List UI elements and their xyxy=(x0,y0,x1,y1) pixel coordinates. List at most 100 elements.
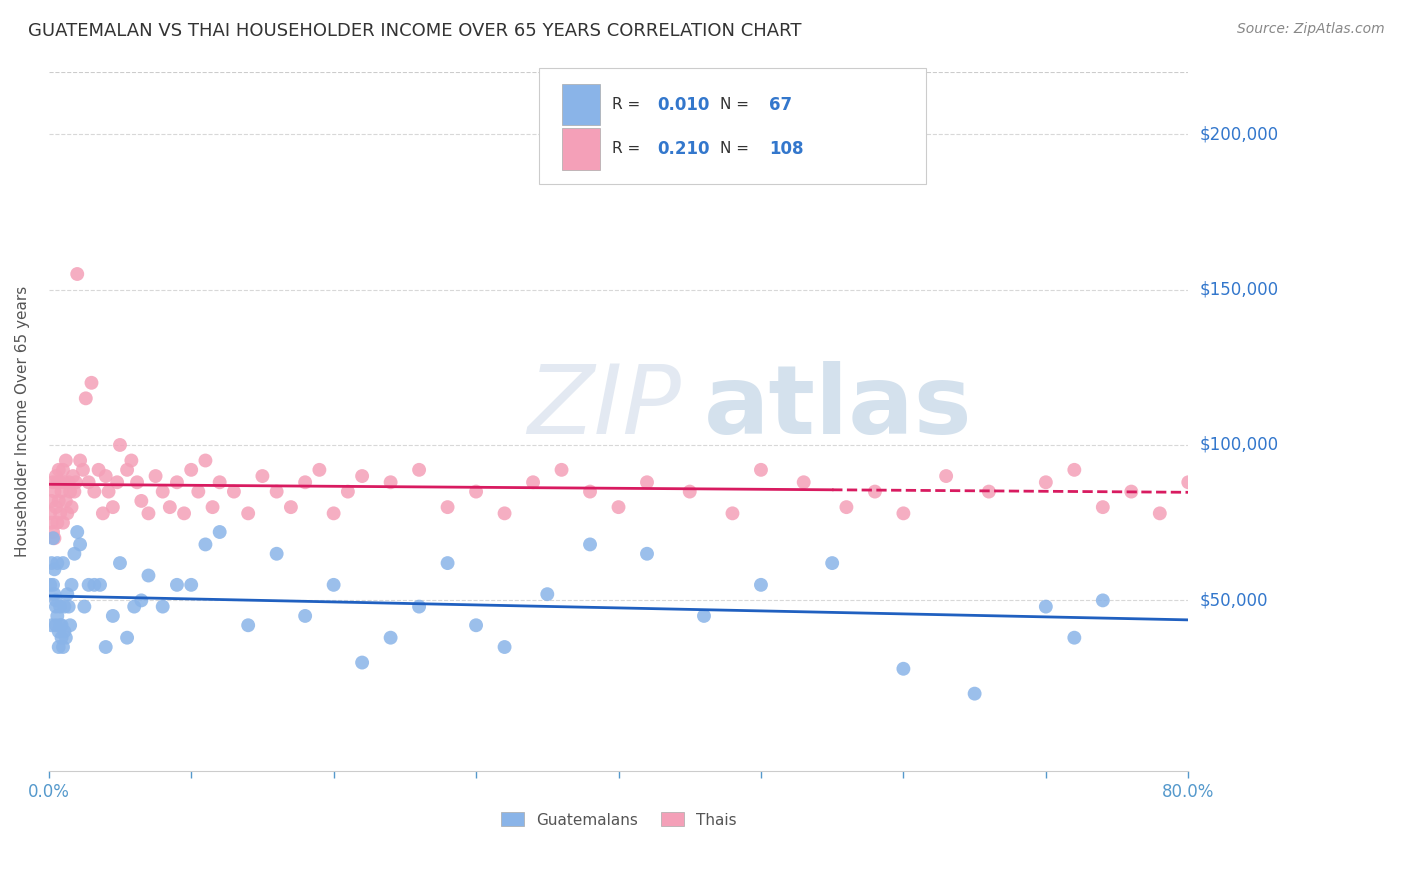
Point xyxy=(465,484,488,499)
Point xyxy=(436,500,458,515)
Point xyxy=(45,593,67,607)
Legend: Guatemalans, Thais: Guatemalans, Thais xyxy=(495,806,742,834)
Point xyxy=(72,463,94,477)
Text: N =: N = xyxy=(720,97,754,112)
Point xyxy=(94,469,117,483)
Point xyxy=(49,507,72,521)
Point xyxy=(194,453,217,467)
Point xyxy=(201,500,224,515)
Point xyxy=(1348,484,1371,499)
Point xyxy=(1305,507,1327,521)
Point xyxy=(266,547,288,561)
Point xyxy=(65,475,87,490)
Point xyxy=(208,475,231,490)
Point xyxy=(41,556,63,570)
Text: 0.010: 0.010 xyxy=(657,95,710,114)
Point xyxy=(963,687,986,701)
Point xyxy=(636,547,658,561)
Point xyxy=(52,556,75,570)
Point xyxy=(53,624,76,639)
Point xyxy=(494,640,516,654)
Point xyxy=(1319,475,1341,490)
Point xyxy=(222,484,245,499)
Point xyxy=(180,578,202,592)
Point xyxy=(1091,593,1114,607)
Text: $100,000: $100,000 xyxy=(1199,436,1278,454)
Point xyxy=(115,463,138,477)
Point xyxy=(48,463,70,477)
Point xyxy=(58,599,80,614)
Point xyxy=(1121,484,1143,499)
Point xyxy=(721,507,744,521)
Point xyxy=(49,599,72,614)
FancyBboxPatch shape xyxy=(538,69,927,184)
Point xyxy=(63,547,86,561)
Point xyxy=(1362,507,1385,521)
Point xyxy=(42,578,65,592)
Point xyxy=(1149,507,1171,521)
Point xyxy=(835,500,858,515)
Point xyxy=(63,484,86,499)
Point xyxy=(51,631,73,645)
Point xyxy=(101,609,124,624)
Point xyxy=(45,469,67,483)
Point xyxy=(39,578,62,592)
Point xyxy=(187,484,209,499)
Point xyxy=(58,475,80,490)
Point xyxy=(579,484,602,499)
Point xyxy=(45,599,67,614)
Point xyxy=(266,484,288,499)
Point xyxy=(125,475,148,490)
Point xyxy=(62,469,84,483)
Point xyxy=(55,494,77,508)
Point xyxy=(41,516,63,530)
Point xyxy=(83,578,105,592)
Point xyxy=(80,376,103,390)
Point xyxy=(48,640,70,654)
Point xyxy=(1376,475,1399,490)
Point xyxy=(108,556,131,570)
Point xyxy=(77,475,100,490)
Point xyxy=(45,618,67,632)
Point xyxy=(49,618,72,632)
Point xyxy=(59,618,82,632)
Point xyxy=(893,662,915,676)
Point xyxy=(1234,507,1257,521)
Point xyxy=(194,537,217,551)
Point xyxy=(56,587,79,601)
Point xyxy=(1277,500,1299,515)
Point xyxy=(97,484,120,499)
Point xyxy=(66,267,89,281)
Point xyxy=(83,484,105,499)
Point xyxy=(66,524,89,539)
Text: $150,000: $150,000 xyxy=(1199,281,1278,299)
Point xyxy=(52,516,75,530)
Point xyxy=(152,484,174,499)
Point xyxy=(59,484,82,499)
Point xyxy=(1391,500,1406,515)
Point xyxy=(39,507,62,521)
Point xyxy=(105,475,128,490)
Point xyxy=(536,587,558,601)
Point xyxy=(73,599,96,614)
Point xyxy=(55,453,77,467)
Point xyxy=(308,463,330,477)
Point xyxy=(1220,475,1243,490)
Point xyxy=(336,484,359,499)
Point xyxy=(101,500,124,515)
Point xyxy=(94,640,117,654)
Point xyxy=(1191,422,1213,436)
Point xyxy=(60,578,83,592)
Point xyxy=(42,475,65,490)
Point xyxy=(48,624,70,639)
Point xyxy=(42,531,65,545)
Point xyxy=(122,599,145,614)
Point xyxy=(44,587,66,601)
Point xyxy=(280,500,302,515)
Point xyxy=(55,631,77,645)
Point xyxy=(52,640,75,654)
Point xyxy=(238,618,260,632)
Point xyxy=(1263,475,1285,490)
Point xyxy=(53,475,76,490)
Point xyxy=(138,507,160,521)
